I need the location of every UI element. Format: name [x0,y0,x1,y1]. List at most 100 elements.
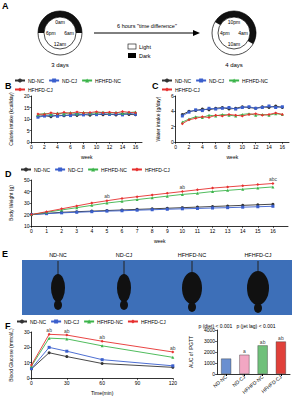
svg-text:14: 14 [266,144,272,150]
svg-text:4: 4 [171,108,174,114]
svg-text:2: 2 [43,144,46,150]
svg-text:0am: 0am [55,19,65,25]
svg-text:4am: 4am [238,30,248,36]
svg-text:ab: ab [64,328,70,334]
svg-text:Calorie intake (kcal/day): Calorie intake (kcal/day) [8,92,14,146]
svg-text:ND-NC: ND-NC [49,252,67,258]
svg-text:8: 8 [82,144,85,150]
svg-text:Water intake (g/day): Water intake (g/day) [155,96,161,141]
svg-text:ND-NC: ND-NC [28,78,44,84]
svg-text:HFHFD-CJ: HFHFD-CJ [145,167,170,173]
svg-text:E: E [2,249,8,259]
svg-text:a: a [243,348,246,354]
svg-text:9: 9 [166,228,169,234]
svg-text:ab: ab [99,334,105,340]
svg-text:Light: Light [139,44,151,50]
svg-text:15: 15 [255,228,261,234]
svg-text:6: 6 [214,144,217,150]
svg-text:50: 50 [24,177,30,183]
svg-text:Blood Glucose (mmol/L): Blood Glucose (mmol/L) [8,328,14,382]
svg-text:3 days: 3 days [51,62,69,68]
svg-text:ND-CJ: ND-CJ [231,373,247,388]
svg-text:6pm: 6pm [46,30,56,36]
svg-text:30: 30 [24,329,30,335]
svg-text:HFHFD-CJ: HFHFD-CJ [175,87,200,93]
svg-text:15: 15 [24,105,30,111]
svg-text:D: D [5,169,12,179]
svg-text:10: 10 [24,360,30,366]
svg-text:10am: 10am [228,41,241,47]
svg-text:12: 12 [210,228,216,234]
svg-text:10: 10 [24,223,30,229]
svg-text:6am: 6am [64,30,74,36]
svg-text:p (diet) < 0.001 p (jet lag): p (diet) < 0.001 p (jet lag) < 0.001 [199,323,276,329]
svg-text:6: 6 [69,144,72,150]
svg-text:2: 2 [60,228,63,234]
svg-text:Body Weight (g): Body Weight (g) [8,185,14,221]
svg-text:ND-CJ: ND-CJ [209,78,224,84]
svg-text:3: 3 [75,228,78,234]
svg-text:3000: 3000 [204,338,215,344]
svg-text:HFHFD-NC: HFHFD-NC [242,78,268,84]
svg-text:6: 6 [171,93,174,99]
svg-text:30: 30 [64,380,70,386]
svg-text:16: 16 [280,144,286,150]
svg-text:HFHFD-CJ: HFHFD-CJ [28,87,53,93]
svg-text:ND-CJ: ND-CJ [64,319,79,325]
svg-text:6: 6 [121,228,124,234]
svg-text:120: 120 [169,380,178,386]
svg-text:ab: ab [104,193,110,199]
svg-text:A: A [2,1,9,11]
svg-text:ND-NC: ND-NC [30,319,46,325]
svg-text:2: 2 [188,144,191,150]
svg-text:4 days: 4 days [225,62,243,68]
svg-text:5: 5 [106,228,109,234]
svg-text:40: 40 [24,189,30,195]
svg-text:60: 60 [99,380,105,386]
svg-text:0: 0 [30,380,33,386]
svg-text:4: 4 [201,144,204,150]
svg-text:ND-CJ: ND-CJ [68,167,83,173]
svg-text:HFHFD-NC: HFHFD-NC [95,78,121,84]
svg-text:ab: ab [278,335,284,341]
svg-text:0: 0 [30,228,33,234]
svg-text:10: 10 [94,144,100,150]
svg-text:0: 0 [30,144,33,150]
svg-text:week: week [81,154,93,160]
svg-text:10: 10 [240,144,246,150]
svg-text:12am: 12am [54,41,67,47]
svg-text:HFHFD-CJ: HFHFD-CJ [141,319,166,325]
svg-text:HFHFD-NC: HFHFD-NC [101,167,127,173]
svg-text:30: 30 [24,200,30,206]
svg-text:6 hours "time difference": 6 hours "time difference" [117,23,177,29]
svg-text:10: 10 [180,228,186,234]
svg-text:20: 20 [24,344,30,350]
svg-text:1: 1 [45,228,48,234]
svg-text:2000: 2000 [204,349,215,355]
svg-text:ND-NC: ND-NC [175,78,191,84]
svg-text:ND-NC: ND-NC [34,167,50,173]
svg-text:5: 5 [27,128,30,134]
svg-text:abc: abc [269,176,278,182]
svg-text:90: 90 [135,380,141,386]
svg-text:13: 13 [225,228,231,234]
svg-text:0: 0 [174,144,177,150]
svg-text:14: 14 [240,228,246,234]
svg-text:4: 4 [90,228,93,234]
svg-text:B: B [5,81,12,91]
svg-text:14: 14 [120,144,126,150]
svg-text:8: 8 [151,228,154,234]
svg-text:10: 10 [24,116,30,122]
svg-text:4: 4 [56,144,59,150]
svg-text:week: week [226,154,238,160]
svg-text:Dark: Dark [139,53,151,59]
svg-text:ab: ab [180,184,186,190]
svg-text:12: 12 [253,144,259,150]
svg-text:12: 12 [107,144,113,150]
svg-text:20: 20 [24,212,30,218]
svg-text:ND-NC: ND-NC [212,373,228,388]
svg-text:1000: 1000 [204,360,215,366]
svg-text:11: 11 [195,228,200,234]
svg-text:0: 0 [212,371,215,377]
svg-text:AUC of IPGTT: AUC of IPGTT [188,336,194,368]
